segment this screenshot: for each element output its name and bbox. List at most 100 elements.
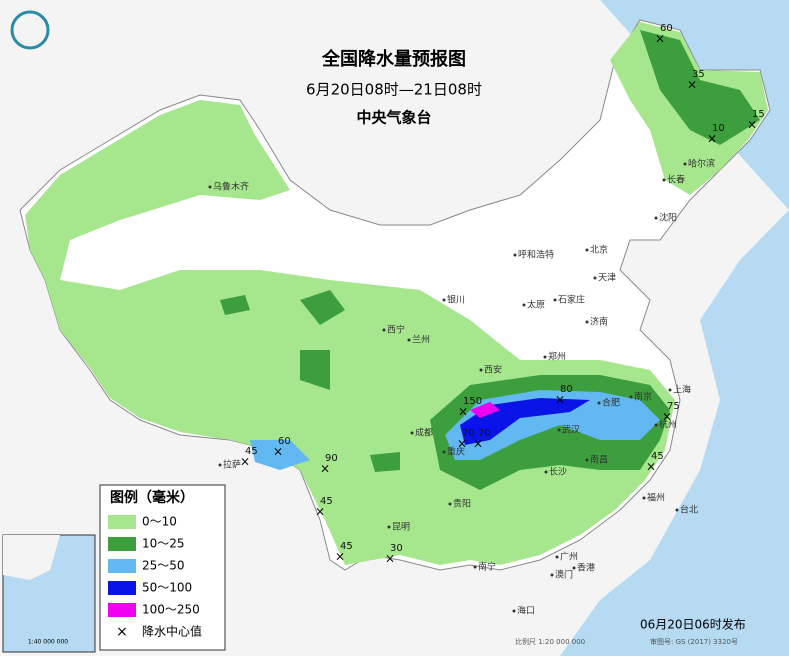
city-dot bbox=[683, 162, 687, 166]
center-marker: × bbox=[385, 552, 395, 566]
city-dot bbox=[553, 298, 557, 302]
legend-label: 0～10 bbox=[142, 515, 177, 529]
center-value: 10 bbox=[712, 123, 725, 134]
center-value: 60 bbox=[278, 436, 291, 447]
city-dot bbox=[597, 401, 601, 405]
city-label: 兰州 bbox=[412, 334, 430, 346]
center-value: 60 bbox=[660, 23, 673, 34]
center-value: 75 bbox=[667, 401, 680, 412]
city-label: 拉萨 bbox=[223, 459, 241, 471]
center-marker: × bbox=[457, 437, 467, 451]
city-dot bbox=[407, 338, 411, 342]
city-label: 乌鲁木齐 bbox=[213, 181, 249, 193]
center-value: 70 bbox=[462, 428, 475, 439]
city-dot bbox=[642, 496, 646, 500]
rain-25-50-tibet bbox=[250, 440, 310, 470]
city-dot bbox=[208, 185, 212, 189]
legend-label: 100～250 bbox=[142, 603, 200, 617]
city-dot bbox=[513, 253, 517, 257]
city-label: 香港 bbox=[577, 562, 595, 574]
city-dot bbox=[382, 328, 386, 332]
city-label: 福州 bbox=[647, 492, 665, 504]
city-dot bbox=[557, 428, 561, 432]
city-dot bbox=[387, 525, 391, 529]
city-dot bbox=[543, 355, 547, 359]
city-label: 贵阳 bbox=[453, 498, 471, 510]
rain-100-250 bbox=[470, 402, 500, 418]
legend-swatch bbox=[108, 581, 136, 595]
legend-swatch bbox=[108, 559, 136, 573]
city-label: 合肥 bbox=[602, 397, 620, 409]
city-label: 长沙 bbox=[549, 466, 567, 478]
sea bbox=[560, 0, 789, 656]
city-label: 重庆 bbox=[447, 446, 465, 458]
center-value: 45 bbox=[651, 451, 664, 462]
subtitle: 6月20日08时—21日08时 bbox=[306, 81, 482, 99]
logo bbox=[10, 10, 50, 50]
city-label: 广州 bbox=[560, 551, 578, 563]
city-label: 海口 bbox=[517, 605, 535, 617]
center-marker: × bbox=[555, 393, 565, 407]
legend-label: 50～100 bbox=[142, 581, 192, 595]
center-value: 45 bbox=[245, 446, 258, 457]
center-value: 45 bbox=[320, 496, 333, 507]
city-label: 西宁 bbox=[387, 324, 405, 336]
city-label: 沈阳 bbox=[659, 212, 677, 224]
city-dot bbox=[585, 458, 589, 462]
city-dot bbox=[473, 565, 477, 569]
center-marker: × bbox=[273, 445, 283, 459]
city-label: 武汉 bbox=[562, 424, 580, 436]
legend-label: 10～25 bbox=[142, 537, 185, 551]
city-label: 南宁 bbox=[478, 561, 496, 573]
center-value: 70 bbox=[478, 428, 491, 439]
center-value: 35 bbox=[692, 69, 705, 80]
city-label: 澳门 bbox=[555, 569, 573, 581]
center-marker: × bbox=[315, 505, 325, 519]
city-label: 天津 bbox=[598, 273, 616, 284]
city-dot bbox=[555, 555, 559, 559]
city-dot bbox=[512, 609, 516, 613]
center-value: 150 bbox=[463, 396, 482, 407]
city-dot bbox=[572, 566, 576, 570]
city-dot bbox=[585, 248, 589, 252]
inset-land bbox=[3, 535, 60, 580]
city-dot bbox=[654, 423, 658, 427]
city-dot bbox=[662, 178, 666, 182]
release: 06月20日06时发布 bbox=[640, 617, 746, 632]
legend-swatch bbox=[108, 537, 136, 551]
legend-title: 图例（毫米） bbox=[110, 489, 194, 506]
header: 全国降水量预报图 6月20日08时—21日08时 中央气象台 bbox=[306, 48, 482, 127]
center-marker: × bbox=[458, 405, 468, 419]
center-marker: × bbox=[655, 32, 665, 46]
city-label: 上海 bbox=[673, 384, 691, 396]
center-value: 80 bbox=[560, 384, 573, 395]
city-dot bbox=[668, 388, 672, 392]
city-label: 济南 bbox=[590, 316, 608, 328]
city-dot bbox=[522, 303, 526, 307]
city-label: 成都 bbox=[415, 427, 433, 439]
title: 全国降水量预报图 bbox=[321, 48, 466, 70]
city-label: 呼和浩特 bbox=[518, 249, 554, 261]
rain-10-25-patches bbox=[220, 290, 400, 472]
city-dot bbox=[585, 320, 589, 324]
legend-label: 25～50 bbox=[142, 559, 185, 573]
city-label: 西安 bbox=[484, 364, 502, 376]
city-dot bbox=[442, 450, 446, 454]
center-value: 90 bbox=[325, 453, 338, 464]
legend-swatch bbox=[108, 603, 136, 617]
city-dot bbox=[479, 368, 483, 372]
city-dot bbox=[410, 431, 414, 435]
city-dot bbox=[550, 573, 554, 577]
city-label: 哈尔滨 bbox=[688, 158, 715, 170]
city-label: 北京 bbox=[590, 244, 608, 256]
city-label: 杭州 bbox=[659, 419, 677, 431]
issuer: 中央气象台 bbox=[356, 109, 431, 127]
center-marker: × bbox=[335, 550, 345, 564]
center-marker: × bbox=[707, 132, 717, 146]
scale: 比例尺 1:20 000 000 bbox=[515, 637, 585, 646]
legend: 图例（毫米） 0～10 10～25 25～50 50～100 100～250 × 降水中心值 bbox=[99, 484, 226, 651]
center-value: 45 bbox=[340, 541, 353, 552]
center-value: 15 bbox=[752, 109, 765, 120]
city-dot bbox=[593, 276, 597, 280]
